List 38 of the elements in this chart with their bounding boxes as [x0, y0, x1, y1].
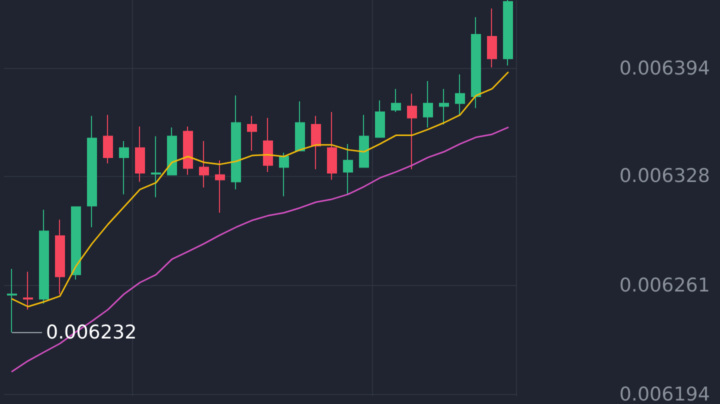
candlestick: [487, 8, 497, 68]
y-tick-label: 0.006261: [619, 274, 710, 296]
candlestick: [423, 80, 433, 128]
candlestick: [87, 115, 97, 228]
candlestick: [199, 140, 209, 188]
line-series: [11, 126, 509, 372]
candlestick: [263, 117, 273, 172]
candlestick: [39, 209, 49, 304]
candlestick: [135, 126, 145, 182]
candlestick: [231, 95, 241, 190]
y-tick-label: 0.006328: [619, 165, 710, 188]
candlestick: [119, 140, 129, 195]
candlestick: [7, 268, 17, 334]
candlestick: [279, 152, 289, 197]
candlestick: [455, 74, 465, 116]
candlestick: [71, 206, 81, 280]
candlestick: [295, 100, 305, 152]
candlestick: [391, 88, 401, 112]
candlestick: [167, 126, 177, 176]
candlestick: [215, 160, 225, 214]
candlestick: [311, 115, 321, 170]
y-tick-label: 0.006194: [619, 384, 710, 404]
candlestick: [151, 136, 161, 198]
line-series: [11, 72, 509, 308]
candlestick: [55, 219, 65, 295]
candlestick: [327, 111, 337, 180]
candlestick: [375, 100, 385, 138]
candlestick: [343, 143, 353, 195]
candlestick: [407, 93, 417, 170]
candlestick: [359, 114, 369, 168]
candlestick: [471, 16, 481, 109]
y-tick-label: 0.006394: [619, 57, 710, 80]
candlestick: [439, 88, 449, 126]
candlestick: [183, 126, 193, 176]
candlestick: [503, 0, 513, 66]
candlestick: [103, 114, 113, 164]
candlestick: [23, 271, 33, 310]
candlestick: [247, 115, 257, 152]
